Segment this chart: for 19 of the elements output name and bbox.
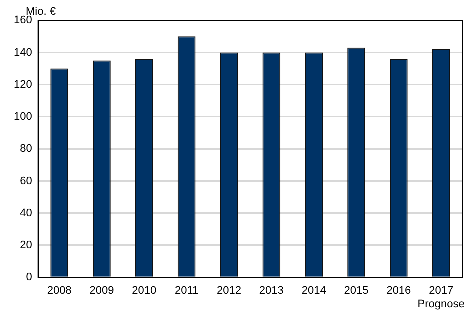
x-tick-label: 2017 Prognose	[418, 285, 465, 310]
y-tick-label: 120	[14, 78, 32, 91]
x-tick-label: 2014	[302, 285, 326, 298]
y-tick-label: 140	[14, 46, 32, 59]
y-tick-label: 60	[20, 175, 32, 188]
y-tick-label: 40	[20, 207, 32, 220]
x-tick-label: 2009	[90, 285, 114, 298]
x-tick-label: 2015	[344, 285, 369, 298]
x-tick-label: 2010	[132, 285, 157, 298]
y-tick-label: 20	[20, 240, 32, 252]
x-tick-label: 2016	[386, 285, 412, 298]
y-tick-label: 80	[20, 143, 32, 156]
x-tick-label: 2012	[217, 285, 242, 298]
y-tick-label: 100	[14, 111, 32, 124]
x-tick-label: 2008	[47, 285, 72, 298]
y-tick-label: 0	[26, 272, 32, 284]
y-tick-label: 160	[14, 14, 32, 27]
x-tick-label: 2013	[259, 285, 284, 298]
x-tick-label: 2011	[175, 285, 199, 298]
